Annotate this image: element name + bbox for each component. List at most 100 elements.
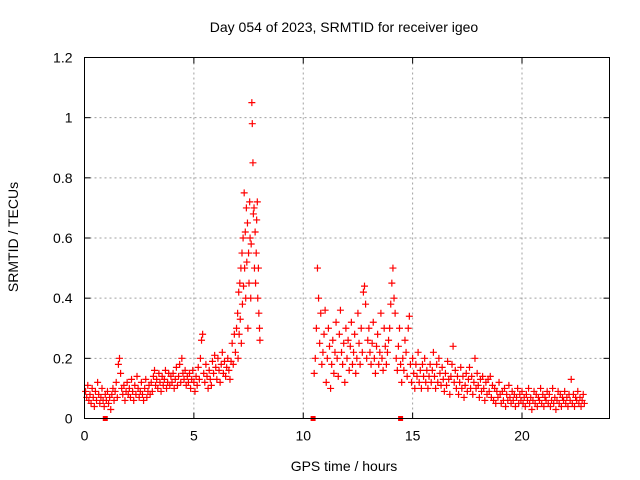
data-point xyxy=(204,384,212,392)
data-point xyxy=(318,360,326,368)
data-point xyxy=(460,393,468,401)
data-point xyxy=(501,384,508,392)
data-point xyxy=(320,330,328,338)
data-point xyxy=(131,381,139,389)
data-point xyxy=(117,369,125,377)
data-point xyxy=(370,354,378,362)
data-point xyxy=(248,99,256,107)
data-point xyxy=(426,360,434,368)
data-point xyxy=(168,378,176,386)
data-point xyxy=(390,294,398,302)
data-point xyxy=(171,375,179,383)
data-point xyxy=(564,402,572,410)
x-tick-label: 20 xyxy=(514,428,530,444)
data-point xyxy=(312,324,320,332)
data-point xyxy=(173,381,181,389)
data-point xyxy=(225,366,233,374)
data-point xyxy=(111,387,119,395)
data-point xyxy=(207,381,215,389)
data-point xyxy=(557,402,565,410)
data-point xyxy=(474,381,482,389)
data-point xyxy=(148,387,156,395)
data-point xyxy=(397,360,405,368)
data-point xyxy=(522,390,530,398)
data-point xyxy=(414,348,422,356)
data-point xyxy=(132,390,140,398)
data-point xyxy=(506,393,514,401)
data-point xyxy=(521,402,529,410)
data-point xyxy=(509,396,517,404)
data-point xyxy=(138,390,146,398)
data-point xyxy=(190,378,198,386)
data-point xyxy=(361,282,368,290)
data-point xyxy=(189,366,197,374)
data-point xyxy=(310,369,318,377)
data-point xyxy=(366,348,374,356)
data-point xyxy=(345,366,353,374)
data-point xyxy=(388,279,396,287)
data-point xyxy=(469,390,477,398)
data-point xyxy=(404,324,412,332)
data-point xyxy=(376,348,384,356)
data-point xyxy=(94,378,102,386)
data-point xyxy=(379,366,387,374)
data-point xyxy=(193,381,201,389)
data-point xyxy=(133,372,141,380)
data-point xyxy=(468,372,476,380)
data-point xyxy=(340,339,348,347)
data-point xyxy=(208,357,216,365)
data-point xyxy=(342,324,350,332)
axis-ticks: 0 0.2 0.4 0.6 0.8 1 1.2 0 5 10 15 20 xyxy=(53,50,610,444)
data-point xyxy=(105,399,113,407)
data-point xyxy=(475,393,483,401)
data-point xyxy=(254,294,262,302)
data-point xyxy=(440,387,448,395)
data-point xyxy=(196,354,204,362)
data-point xyxy=(235,288,243,296)
data-point xyxy=(462,369,470,377)
data-point xyxy=(121,396,129,404)
data-point xyxy=(234,309,242,317)
data-point xyxy=(449,342,457,350)
data-point xyxy=(236,315,244,323)
data-point xyxy=(364,336,372,344)
data-point xyxy=(571,402,578,410)
data-point xyxy=(160,375,168,383)
data-point xyxy=(352,369,360,377)
data-point xyxy=(213,375,221,383)
y-tick-label: 0.8 xyxy=(53,170,73,186)
data-point xyxy=(157,387,165,395)
data-point xyxy=(86,390,94,398)
data-point xyxy=(457,363,465,371)
plot-border xyxy=(84,57,610,419)
data-point xyxy=(169,369,177,377)
data-point xyxy=(351,330,359,338)
x-tick-label: 15 xyxy=(405,428,421,444)
data-point xyxy=(458,384,466,392)
data-point xyxy=(246,198,254,206)
data-point xyxy=(221,357,228,365)
data-point xyxy=(212,363,220,371)
data-point xyxy=(336,306,344,314)
data-point xyxy=(415,378,423,386)
data-point xyxy=(346,342,354,350)
data-point xyxy=(546,402,554,410)
data-point xyxy=(147,378,155,386)
data-point xyxy=(567,375,575,383)
data-point xyxy=(334,372,342,380)
data-point xyxy=(511,402,519,410)
data-point xyxy=(367,360,375,368)
data-point xyxy=(224,354,232,362)
data-point xyxy=(82,387,90,395)
data-point xyxy=(249,210,257,218)
data-point xyxy=(319,348,327,356)
data-point xyxy=(211,351,219,359)
data-point xyxy=(201,378,209,386)
data-point xyxy=(401,336,409,344)
data-point xyxy=(528,405,536,413)
data-point xyxy=(114,360,122,368)
data-point xyxy=(128,375,136,383)
data-point xyxy=(137,378,145,386)
data-point xyxy=(456,378,464,386)
data-point xyxy=(161,366,169,374)
